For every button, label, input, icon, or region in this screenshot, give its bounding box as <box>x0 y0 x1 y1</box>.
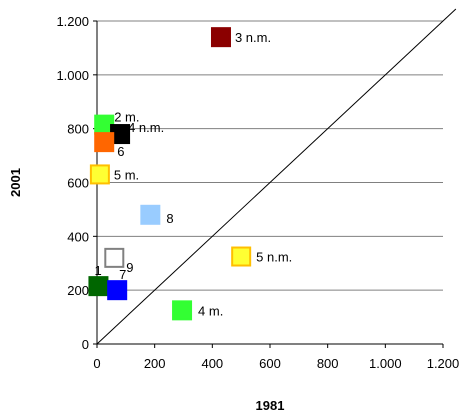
point-marker-5 <box>140 204 161 225</box>
point-label-5: 8 <box>166 211 173 226</box>
x-axis-title: 1981 <box>256 398 285 413</box>
point-label-6: 9 <box>126 260 133 275</box>
data-points: 3 n.m. 2 m.4 n.m. 6 5 m. 8 9 5 n.m. 1 7 4 m. <box>88 27 292 321</box>
x-tick-label-6: 1.200 <box>427 356 460 371</box>
point-marker-3 <box>94 132 115 153</box>
point-marker-10 <box>172 300 193 321</box>
y-tick-label-2: 400 <box>67 229 89 244</box>
point-label-1: 2 m. <box>114 110 139 125</box>
y-tick-label-0: 0 <box>82 337 89 352</box>
point-label-0: 3 n.m. <box>235 30 271 45</box>
point-marker-4 <box>89 164 110 185</box>
point-marker-7 <box>231 246 252 267</box>
point-marker-6 <box>104 247 125 268</box>
y-axis-title: 2001 <box>8 168 23 197</box>
y-tick-label-1: 200 <box>67 283 89 298</box>
x-tick-label-5: 1.000 <box>369 356 402 371</box>
point-label-10: 4 m. <box>198 303 223 318</box>
axes: 0 200 400 600 800 1.000 1.200 0 200 400 600 800 1.00… <box>56 14 459 371</box>
x-tick-label-4: 800 <box>317 356 339 371</box>
point-label-7: 5 n.m. <box>256 250 292 265</box>
y-tick-label-6: 1.200 <box>56 14 89 29</box>
point-label-2: 4 n.m. <box>128 120 164 135</box>
y-tick-label-5: 1.000 <box>56 68 89 83</box>
x-tick-label-3: 600 <box>259 356 281 371</box>
point-label-3: 6 <box>117 144 124 159</box>
point-label-9: 7 <box>119 267 126 282</box>
reference-line-y-equals-x <box>96 8 457 345</box>
point-label-4: 5 m. <box>114 167 139 182</box>
point-marker-9 <box>107 280 128 301</box>
x-tick-label-2: 400 <box>201 356 223 371</box>
y-tick-label-3: 600 <box>67 176 89 191</box>
x-tick-label-0: 0 <box>93 356 100 371</box>
x-tick-label-1: 200 <box>144 356 166 371</box>
y-tick-label-4: 800 <box>67 122 89 137</box>
point-label-8: 1 <box>94 263 101 278</box>
point-marker-8 <box>88 276 109 297</box>
point-marker-0 <box>210 27 231 48</box>
